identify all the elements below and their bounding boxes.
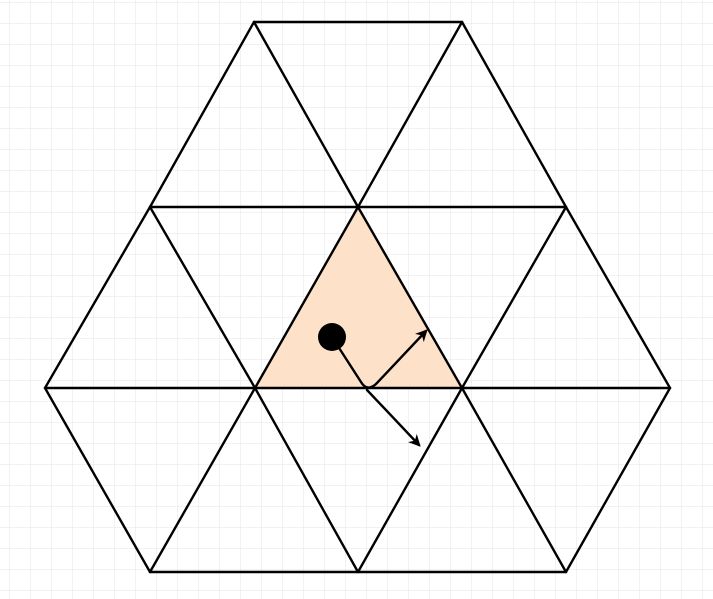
triangle-mesh	[43, 20, 672, 574]
arrow-up	[330, 329, 428, 389]
highlighted-triangle	[255, 207, 462, 388]
arrow-down	[365, 388, 421, 447]
